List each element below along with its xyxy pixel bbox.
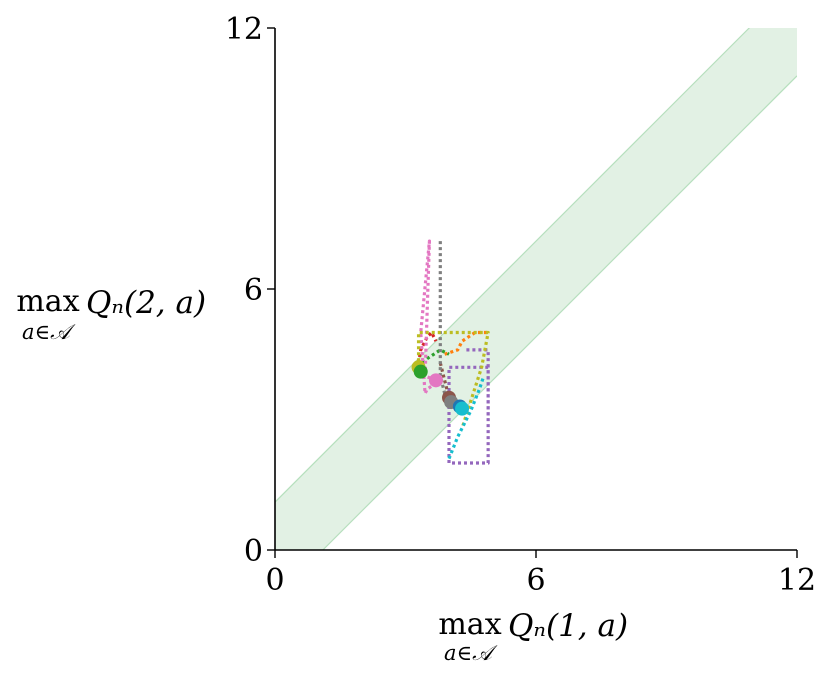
band-fill	[275, 28, 797, 550]
endpoint-marker-3	[428, 373, 443, 388]
series-line-10	[447, 375, 486, 460]
endpoint-marker-2	[413, 364, 428, 379]
band-lower-edge	[322, 75, 797, 550]
series-line-2	[444, 330, 489, 356]
endpoint-markers	[411, 360, 470, 416]
y-label-max: max	[16, 284, 79, 319]
x-tick-label-2: 6	[526, 563, 545, 598]
y-tick-label-2: 6	[244, 273, 263, 308]
y-axis-label: max a∈𝒜 Qₙ(2, a)	[16, 284, 206, 344]
series-line-9	[416, 330, 490, 429]
ticks: 0 6 12 0 6 12	[225, 12, 816, 598]
endpoint-marker-7	[455, 401, 470, 416]
equal-value-band	[275, 28, 797, 550]
x-label-expr: Qₙ(1, a)	[508, 608, 628, 644]
y-label-expr: Qₙ(2, a)	[86, 285, 206, 321]
x-axis-label: max a∈𝒜 Qₙ(1, a)	[438, 607, 628, 665]
x-tick-label-1: 0	[265, 563, 284, 598]
x-tick-label-3: 12	[778, 563, 816, 598]
series-line-8	[438, 241, 451, 399]
y-tick-label-1: 0	[244, 534, 263, 569]
y-label-sub: a∈𝒜	[22, 320, 76, 344]
x-label-max: max	[438, 607, 501, 642]
y-tick-label-3: 12	[225, 12, 263, 47]
band-upper-edge	[275, 28, 750, 503]
series-line-5	[447, 348, 490, 465]
x-label-sub: a∈𝒜	[444, 641, 498, 665]
